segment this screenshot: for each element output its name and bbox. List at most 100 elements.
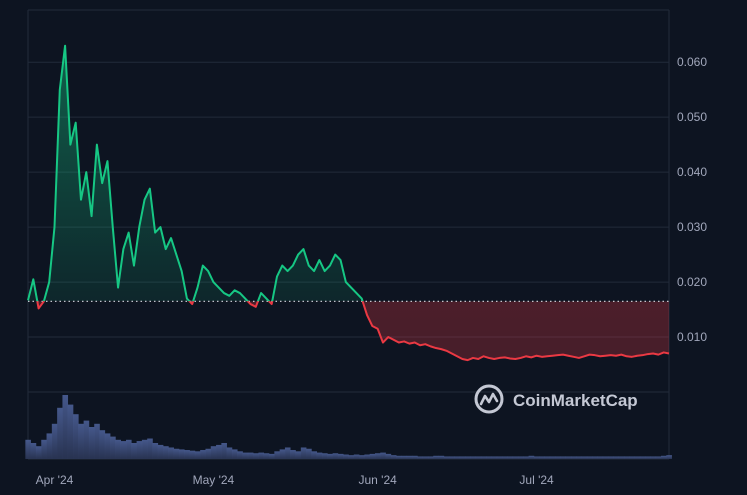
volume-bar (470, 456, 476, 459)
volume-bar (163, 446, 169, 459)
volume-bar (311, 451, 318, 459)
volume-bar (502, 456, 508, 459)
volume-bar (62, 395, 69, 459)
volume-bar (216, 444, 222, 459)
volume-bar (629, 456, 635, 459)
volume-bar (189, 450, 196, 459)
volume-bar (396, 455, 402, 459)
volume-bar (290, 450, 296, 459)
volume-bar (597, 456, 604, 459)
volume-bar (576, 456, 582, 459)
volume-bar (359, 455, 365, 459)
volume-bar (480, 456, 487, 459)
volume-bar (539, 456, 545, 459)
volume-bar (475, 456, 482, 459)
volume-bar (295, 451, 302, 459)
volume-bar (200, 450, 206, 459)
volume-bar (279, 449, 286, 459)
volume-bar (274, 451, 280, 459)
volume-bar (306, 448, 312, 459)
volume-bar (147, 438, 153, 459)
volume-bar (390, 455, 397, 459)
volume-bar (459, 456, 466, 459)
volume-bar (152, 443, 159, 459)
volume-bar (417, 456, 423, 459)
volume-bar (608, 456, 614, 459)
volume-bar (528, 455, 535, 459)
volume-bar (226, 447, 233, 459)
volume-bar (380, 452, 386, 459)
volume-bar (46, 433, 53, 459)
volume-bar (88, 427, 95, 459)
volume-bar (110, 436, 116, 459)
volume-bar (57, 407, 63, 459)
volume-bar (247, 452, 254, 459)
coinmarketcap-watermark: CoinMarketCap (474, 384, 638, 414)
volume-bar (332, 453, 339, 459)
volume-bar (369, 453, 376, 459)
volume-bar (94, 423, 100, 459)
volume-bar (322, 453, 328, 459)
volume-bar (205, 448, 212, 459)
volume-bar (427, 456, 434, 459)
volume-bar (253, 453, 259, 459)
price-areas (28, 45, 669, 361)
volume-bar (533, 456, 540, 459)
volume-bar (184, 450, 190, 459)
volume-bar (269, 453, 275, 459)
volume-bar (157, 444, 164, 459)
volume-bar (639, 456, 646, 459)
volume-bars (25, 395, 672, 459)
volume-bar (666, 455, 672, 459)
y-tick-label: 0.020 (677, 275, 707, 289)
volume-bar (231, 449, 238, 459)
volume-bar (549, 456, 556, 459)
volume-bar (51, 423, 58, 459)
price-line-up (27, 44, 364, 302)
volume-bar (104, 433, 111, 459)
volume-bar (374, 453, 381, 459)
watermark-text: CoinMarketCap (513, 391, 638, 410)
volume-bar (194, 451, 201, 459)
volume-bar (242, 452, 249, 459)
volume-bar (115, 439, 122, 459)
volume-bar (237, 451, 243, 459)
coinmarketcap-logo-icon (474, 384, 504, 414)
price-area-above-baseline (28, 45, 669, 302)
volume-bar (518, 456, 524, 459)
volume-bar (126, 439, 132, 459)
price-lines (27, 44, 670, 362)
volume-bar (454, 456, 461, 459)
volume-bar (178, 449, 185, 459)
volume-bar (491, 456, 498, 459)
volume-bar (650, 456, 657, 459)
volume-bar (438, 455, 445, 459)
volume-bar (465, 456, 471, 459)
volume-bar (385, 453, 392, 459)
volume-bar (507, 456, 514, 459)
volume-bar (486, 456, 492, 459)
volume-bar (35, 446, 42, 459)
volume-bar (401, 455, 408, 459)
volume-bar (136, 441, 143, 459)
volume-bar (496, 456, 503, 459)
volume-bar (263, 453, 270, 459)
volume-bar (560, 456, 566, 459)
volume-bar (592, 456, 598, 459)
volume-bar (30, 443, 37, 459)
volume-bar (168, 447, 174, 459)
volume-bar (353, 454, 360, 459)
volume-bar (544, 456, 551, 459)
y-tick-label: 0.060 (677, 55, 707, 69)
volume-bar (512, 456, 519, 459)
volume-bar (343, 454, 349, 459)
volume-bar (337, 453, 344, 459)
volume-bar (120, 441, 127, 459)
y-tick-label: 0.050 (677, 110, 707, 124)
y-tick-label: 0.030 (677, 220, 707, 234)
volume-bar (581, 456, 588, 459)
volume-bar (412, 455, 418, 459)
volume-bar (623, 456, 630, 459)
volume-bar (555, 456, 561, 459)
